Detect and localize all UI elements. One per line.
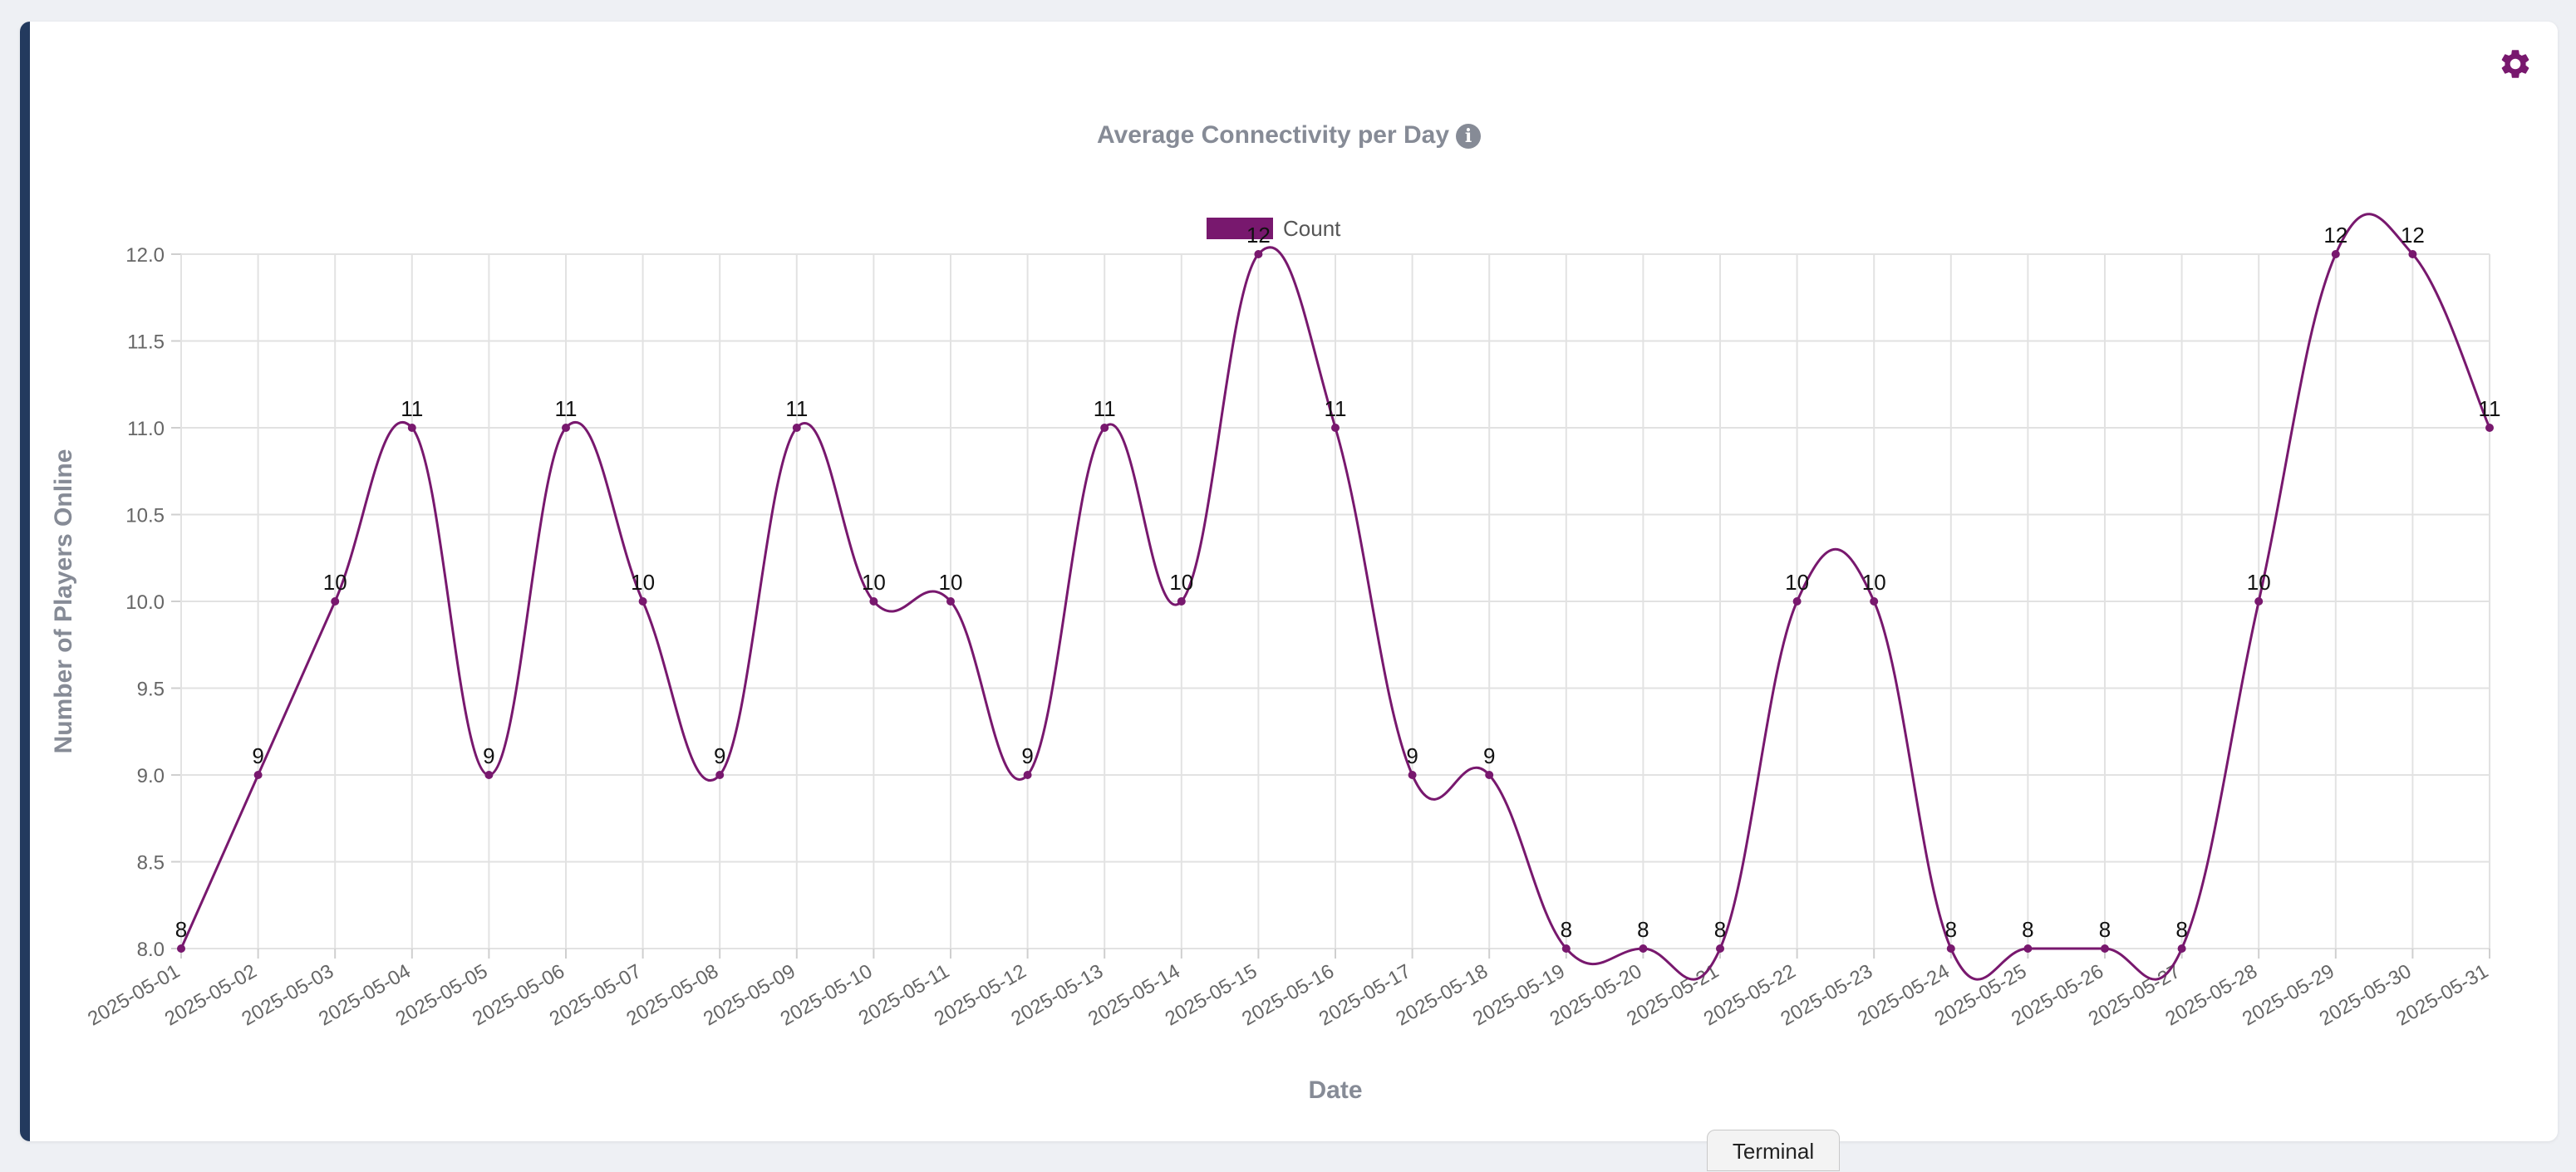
data-label: 8 [1945,917,1957,942]
legend-swatch [1207,218,1273,239]
data-label: 11 [2479,396,2501,421]
data-label: 10 [2247,570,2271,595]
data-point [2485,424,2494,432]
data-point [1870,597,1879,606]
data-label: 9 [714,743,725,768]
data-point [562,424,570,432]
y-tick-label: 9.5 [137,679,165,701]
data-label: 10 [1169,570,1193,595]
data-label: 11 [401,396,423,421]
y-tick-label: 11.0 [127,418,165,440]
data-point [2408,250,2417,258]
y-tick-label: 10.5 [125,505,165,527]
data-point [1408,771,1417,779]
data-label: 8 [1561,917,1572,942]
line-chart: 8.08.59.09.510.010.511.011.512.02025-05-… [50,213,2501,1104]
data-point [1639,944,1648,953]
data-point [638,597,647,606]
data-point [1023,771,1032,779]
data-point [1792,597,1802,606]
data-label: 11 [555,396,578,421]
x-axis-title: Date [1308,1076,1362,1104]
data-point [869,597,878,606]
data-point [1561,944,1571,953]
data-label: 8 [175,917,187,942]
data-label: 10 [631,570,655,595]
chart-card: Average Connectivity per Day i 8.0 8.5 9.0 9… [20,22,2558,1141]
data-label: 9 [252,743,263,768]
data-label: 10 [862,570,886,595]
data-label: 8 [2099,917,2111,942]
legend-label: Count [1283,216,1341,241]
data-label: 10 [323,570,347,595]
data-label: 12 [1246,223,1271,248]
data-label: 8 [2022,917,2033,942]
data-label: 10 [1785,570,1809,595]
data-point [2177,944,2186,953]
data-label: 10 [939,570,963,595]
series-line [179,213,2491,981]
y-tick-label: 9.0 [137,765,165,787]
data-point [253,771,263,779]
y-tick-label: 12.0 [125,244,165,267]
data-label: 9 [1021,743,1033,768]
data-label: 8 [1637,917,1649,942]
data-label: 12 [2323,223,2347,248]
data-label: 9 [483,743,494,768]
chart-title-row: Average Connectivity per Day i [20,121,2558,150]
data-point [1485,771,1494,779]
y-tick-label: 10.0 [125,591,165,614]
y-tick-label: 8.5 [137,852,165,875]
data-point [2023,944,2033,953]
terminal-tab[interactable]: Terminal [1707,1130,1840,1171]
data-point [2331,250,2340,258]
data-point [1254,250,1263,258]
data-label: 11 [1325,396,1347,421]
data-point [1177,597,1186,606]
data-point [331,597,340,606]
data-point [484,771,494,779]
data-point [1100,424,1109,432]
data-label: 12 [2401,223,2425,248]
data-point [792,424,801,432]
data-label: 8 [1714,917,1726,942]
data-label: 9 [1483,743,1495,768]
card-accent-bar [20,22,30,1141]
data-label: 11 [785,396,808,421]
y-tick-label: 11.5 [127,331,165,354]
data-label: 11 [1094,396,1116,421]
data-point [1946,944,1955,953]
data-point [715,771,725,779]
chart-title: Average Connectivity per Day [1096,121,1450,149]
data-label: 9 [1406,743,1418,768]
data-point [946,597,955,606]
data-point [407,424,416,432]
data-point [2101,944,2109,953]
data-point [1716,944,1724,953]
y-axis-title: Number of Players Online [50,449,77,754]
data-point [2254,597,2264,606]
data-label: 8 [2175,917,2187,942]
gear-icon[interactable] [2498,47,2533,81]
data-label: 10 [1862,570,1886,595]
data-point [177,944,185,953]
data-point [1331,424,1340,432]
info-icon[interactable]: i [1456,124,1482,150]
y-tick-label: 8.0 [137,939,165,961]
